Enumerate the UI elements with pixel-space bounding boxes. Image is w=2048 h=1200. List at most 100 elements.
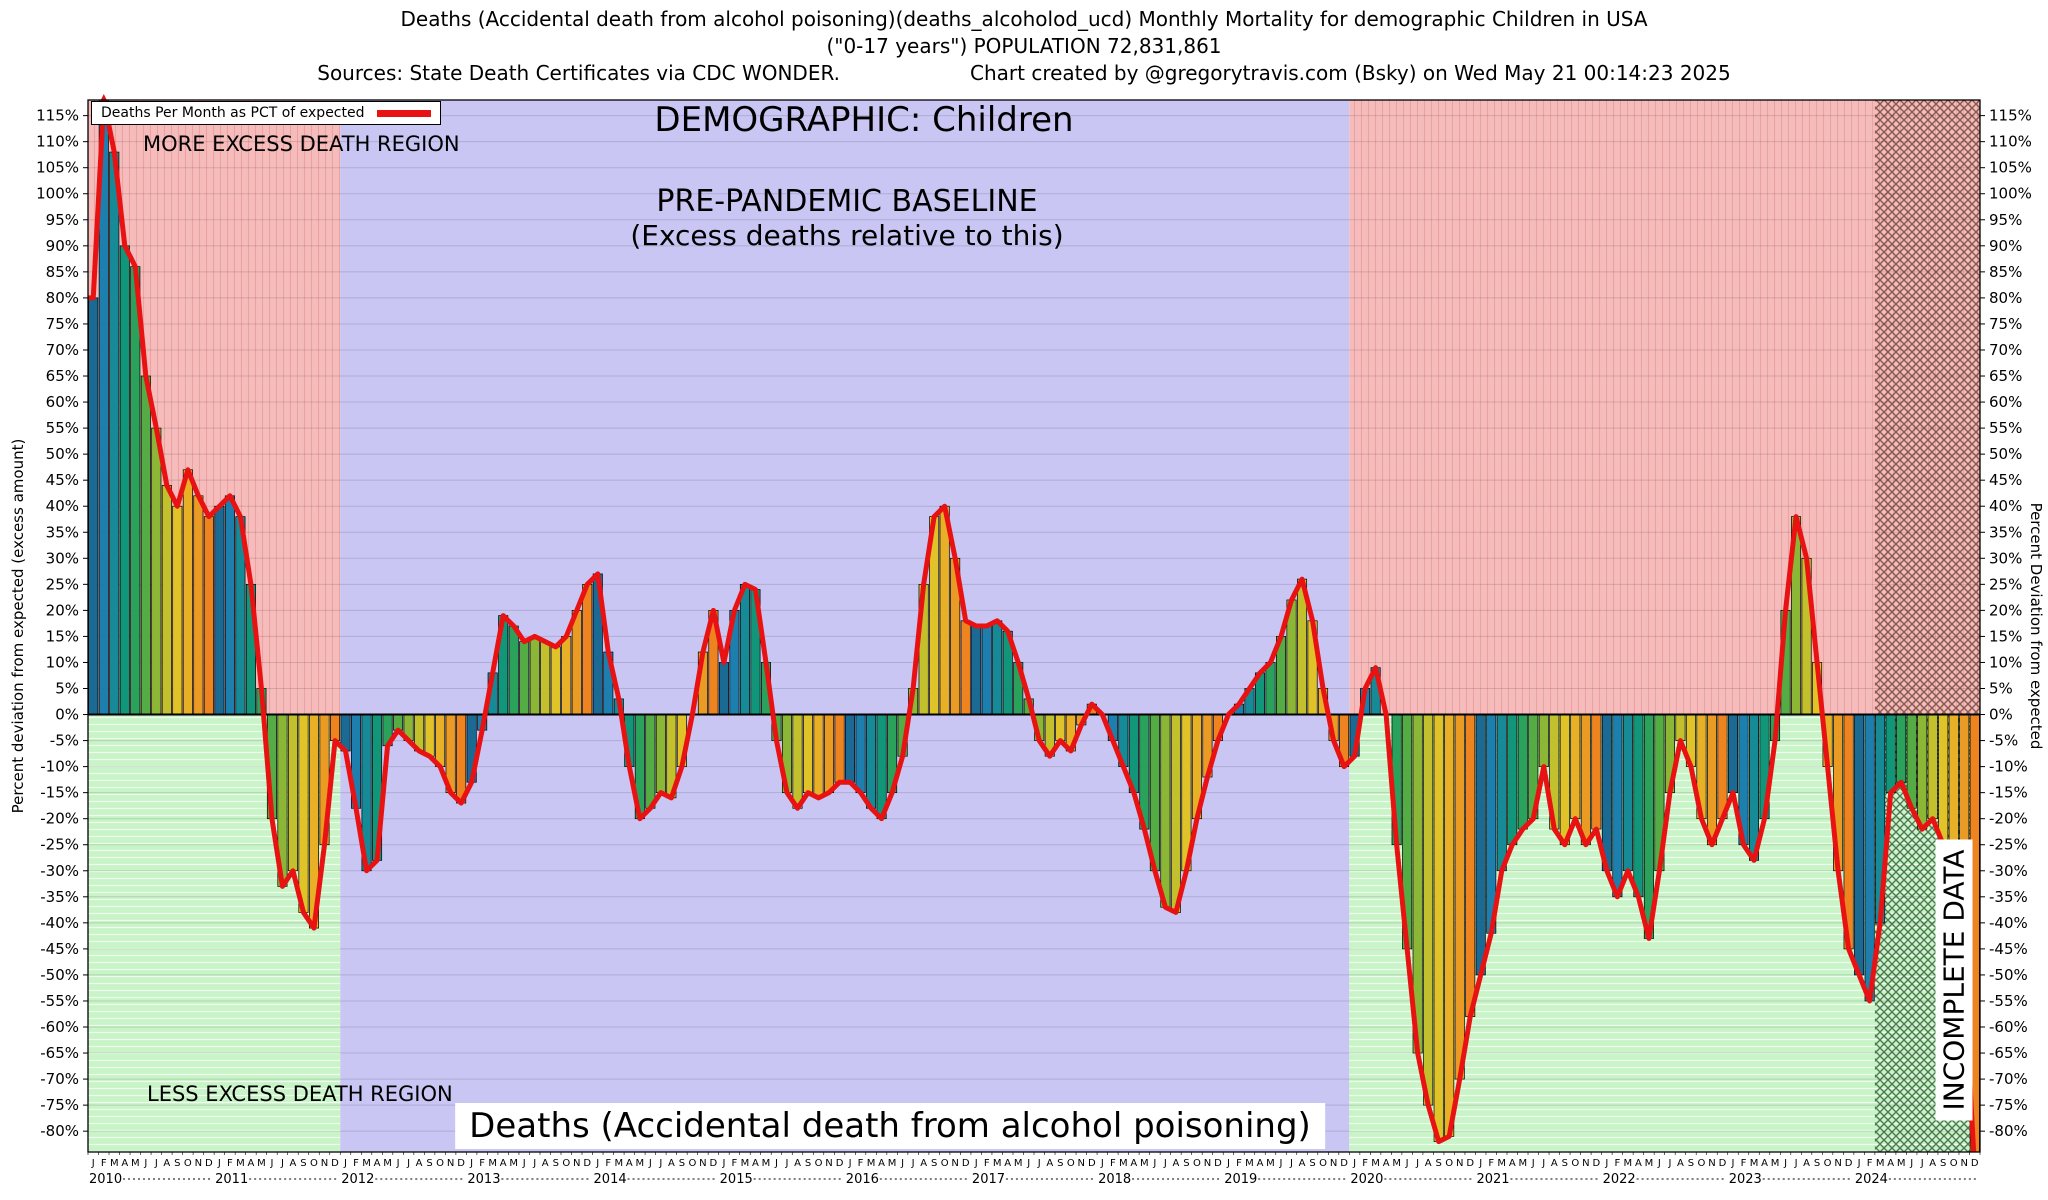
svg-text:N: N xyxy=(1834,1158,1841,1169)
svg-text:A: A xyxy=(1257,1158,1264,1169)
svg-text:J: J xyxy=(1731,1158,1735,1169)
svg-text:2013: 2013 xyxy=(467,1172,500,1187)
svg-text:S: S xyxy=(1183,1158,1189,1169)
svg-text:O: O xyxy=(184,1158,192,1169)
svg-text:85%: 85% xyxy=(46,263,79,281)
svg-text:A: A xyxy=(1887,1158,1894,1169)
svg-text:O: O xyxy=(310,1158,318,1169)
svg-text:D: D xyxy=(1214,1158,1222,1169)
svg-text:S: S xyxy=(1688,1158,1694,1169)
svg-text:M: M xyxy=(762,1158,771,1169)
svg-text:F: F xyxy=(1614,1158,1620,1169)
svg-text:N: N xyxy=(1330,1158,1337,1169)
svg-text:J: J xyxy=(280,1158,284,1169)
svg-text:2011: 2011 xyxy=(215,1172,248,1187)
svg-text:A: A xyxy=(374,1158,381,1169)
svg-text:J: J xyxy=(1783,1158,1787,1169)
svg-text:-15%: -15% xyxy=(40,784,79,802)
svg-text:N: N xyxy=(321,1158,328,1169)
svg-text:F: F xyxy=(605,1158,611,1169)
svg-text:30%: 30% xyxy=(1989,549,2022,567)
svg-text:M: M xyxy=(257,1158,266,1169)
svg-text:25%: 25% xyxy=(1989,575,2022,593)
annotation-more-excess: MORE EXCESS DEATH REGION xyxy=(143,132,460,156)
svg-text:A: A xyxy=(1004,1158,1011,1169)
svg-text:D: D xyxy=(1592,1158,1600,1169)
svg-text:F: F xyxy=(1867,1158,1873,1169)
svg-text:J: J xyxy=(522,1158,526,1169)
svg-text:S: S xyxy=(300,1158,306,1169)
svg-text:J: J xyxy=(1289,1158,1293,1169)
svg-text:D: D xyxy=(1466,1158,1474,1169)
svg-text:-35%: -35% xyxy=(40,888,79,906)
svg-text:N: N xyxy=(699,1158,706,1169)
svg-text:J: J xyxy=(785,1158,789,1169)
svg-text:O: O xyxy=(562,1158,570,1169)
svg-text:O: O xyxy=(1193,1158,1201,1169)
svg-text:-60%: -60% xyxy=(1989,1018,2028,1036)
svg-text:J: J xyxy=(900,1158,904,1169)
svg-text:2010: 2010 xyxy=(89,1172,122,1187)
svg-text:M: M xyxy=(1245,1158,1254,1169)
svg-text:A: A xyxy=(1551,1158,1558,1169)
svg-text:100%: 100% xyxy=(1989,185,2032,203)
svg-text:F: F xyxy=(858,1158,864,1169)
svg-text:A: A xyxy=(1761,1158,1768,1169)
credit-text: Chart created by @gregorytravis.com (Bsk… xyxy=(970,61,1731,85)
svg-text:2021: 2021 xyxy=(1476,1172,1509,1187)
svg-text:N: N xyxy=(1582,1158,1589,1169)
svg-text:J: J xyxy=(469,1158,473,1169)
svg-text:D: D xyxy=(331,1158,339,1169)
svg-text:J: J xyxy=(396,1158,400,1169)
svg-text:O: O xyxy=(688,1158,696,1169)
svg-text:S: S xyxy=(1940,1158,1946,1169)
svg-text:35%: 35% xyxy=(46,523,79,541)
svg-text:A: A xyxy=(500,1158,507,1169)
svg-text:A: A xyxy=(1046,1158,1053,1169)
svg-text:J: J xyxy=(143,1158,147,1169)
svg-text:J: J xyxy=(1415,1158,1419,1169)
svg-text:J: J xyxy=(1667,1158,1671,1169)
svg-text:D: D xyxy=(836,1158,844,1169)
svg-text:J: J xyxy=(1909,1158,1913,1169)
svg-text:A: A xyxy=(542,1158,549,1169)
chart-header: Deaths (Accidental death from alcohol po… xyxy=(0,6,2048,87)
title-line-3: Sources: State Death Certificates via CD… xyxy=(0,60,2048,87)
svg-text:N: N xyxy=(447,1158,454,1169)
svg-text:J: J xyxy=(1152,1158,1156,1169)
svg-text:-75%: -75% xyxy=(40,1096,79,1114)
svg-text:105%: 105% xyxy=(1989,159,2032,177)
svg-text:N: N xyxy=(1960,1158,1967,1169)
svg-text:2014: 2014 xyxy=(594,1172,627,1187)
right-axis-title: Percent Deviation from expected xyxy=(2027,502,2045,750)
svg-text:-25%: -25% xyxy=(40,836,79,854)
svg-text:S: S xyxy=(553,1158,559,1169)
svg-text:S: S xyxy=(805,1158,811,1169)
svg-text:J: J xyxy=(1478,1158,1482,1169)
svg-text:-35%: -35% xyxy=(1989,888,2028,906)
svg-text:S: S xyxy=(1435,1158,1441,1169)
svg-text:M: M xyxy=(888,1158,897,1169)
svg-text:M: M xyxy=(362,1158,371,1169)
svg-text:J: J xyxy=(217,1158,221,1169)
svg-text:90%: 90% xyxy=(1989,237,2022,255)
svg-text:55%: 55% xyxy=(46,419,79,437)
svg-text:60%: 60% xyxy=(46,393,79,411)
svg-text:S: S xyxy=(426,1158,432,1169)
svg-text:J: J xyxy=(1531,1158,1535,1169)
svg-text:M: M xyxy=(1645,1158,1654,1169)
svg-text:50%: 50% xyxy=(1989,445,2022,463)
svg-text:60%: 60% xyxy=(1989,393,2022,411)
legend-line-swatch xyxy=(376,109,431,117)
svg-text:95%: 95% xyxy=(1989,211,2022,229)
svg-text:F: F xyxy=(101,1158,107,1169)
svg-text:2016: 2016 xyxy=(846,1172,879,1187)
legend-box: Deaths Per Month as PCT of expected xyxy=(91,101,441,125)
svg-text:-45%: -45% xyxy=(40,940,79,958)
svg-text:A: A xyxy=(878,1158,885,1169)
svg-text:M: M xyxy=(1897,1158,1906,1169)
baseline-title: PRE-PANDEMIC BASELINE xyxy=(656,184,1038,219)
svg-text:A: A xyxy=(1130,1158,1137,1169)
svg-text:N: N xyxy=(1708,1158,1715,1169)
svg-text:-30%: -30% xyxy=(1989,862,2028,880)
